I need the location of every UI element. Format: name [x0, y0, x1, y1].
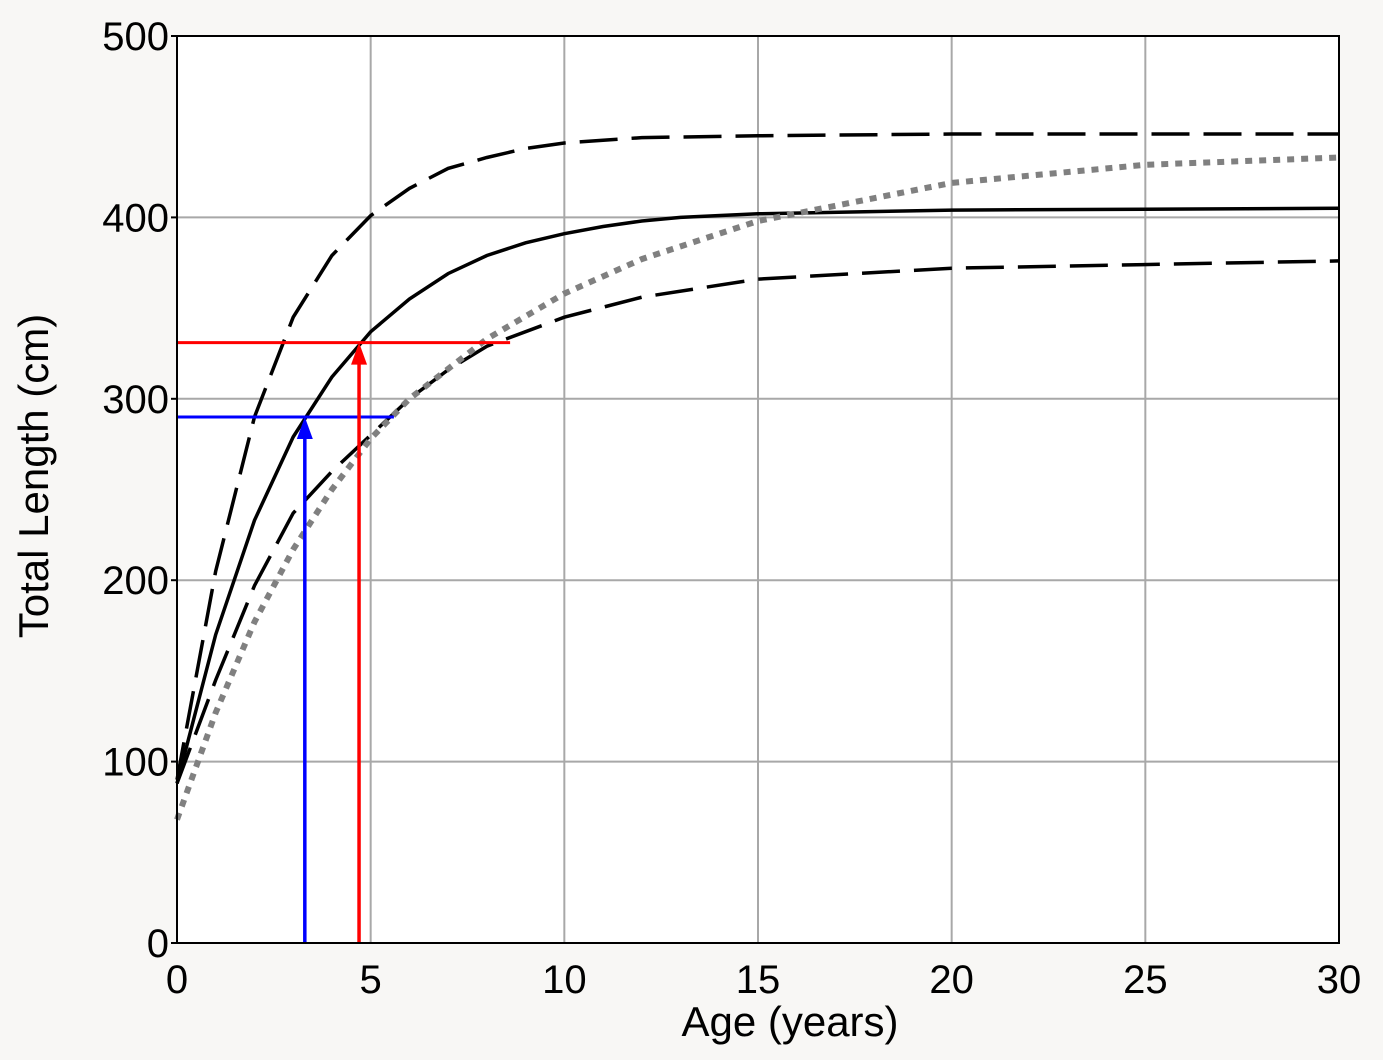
y-tick-label: 500	[102, 15, 169, 59]
x-tick-label: 20	[929, 958, 974, 1002]
x-tick-label: 0	[166, 958, 188, 1002]
x-axis-label: Age (years)	[681, 998, 898, 1045]
y-tick-label: 100	[102, 741, 169, 785]
y-tick-label: 400	[102, 196, 169, 240]
series-line-dotted-3	[174, 154, 1340, 821]
series-line-dashed-1	[175, 132, 1339, 781]
y-tick-label: 200	[102, 559, 169, 603]
x-tick-label: 15	[736, 958, 781, 1002]
plot-frame	[176, 35, 1340, 944]
x-tick-label: 25	[1123, 958, 1168, 1002]
arrowhead-icon	[296, 416, 313, 439]
arrowhead-icon	[351, 342, 368, 365]
y-tick-label: 300	[102, 378, 169, 422]
y-axis-label: Total Length (cm)	[10, 314, 57, 638]
series-line-solid-0	[175, 206, 1340, 784]
x-tick-label: 5	[360, 958, 382, 1002]
x-tick-label: 30	[1317, 958, 1362, 1002]
y-tick-label: 0	[147, 922, 169, 966]
x-tick-label: 10	[542, 958, 587, 1002]
